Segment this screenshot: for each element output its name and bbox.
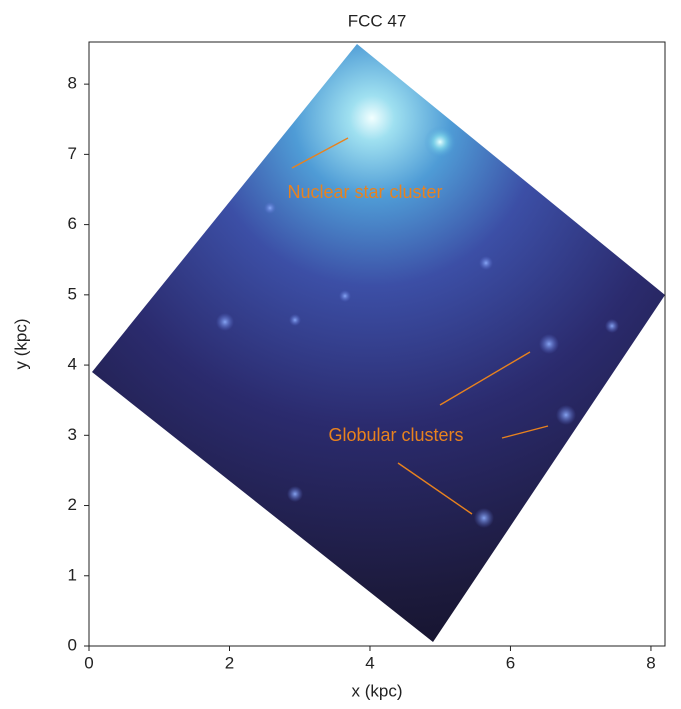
annotation: Globular clusters — [328, 425, 463, 445]
page: {"chart_data": {"type": "image", "title"… — [0, 0, 681, 709]
x-axis-label: x (kpc) — [352, 681, 403, 700]
y-tick-label: 1 — [68, 565, 77, 584]
x-tick-label: 8 — [646, 653, 655, 672]
image — [80, 40, 670, 650]
y-tick-label: 8 — [68, 74, 77, 93]
y-tick-label: 6 — [68, 214, 77, 233]
x-tick-label: 6 — [506, 653, 515, 672]
x-tick-label: 2 — [225, 653, 234, 672]
y-tick-label: 3 — [68, 425, 77, 444]
y-tick-label: 4 — [68, 355, 77, 374]
y-axis-label: y (kpc) — [11, 319, 30, 370]
annotation: Nuclear star cluster — [287, 182, 442, 202]
x-tick-label: 4 — [365, 653, 374, 672]
y-tick-label: 0 — [68, 635, 77, 654]
y-tick-label: 2 — [68, 495, 77, 514]
chart: Nuclear star cluster Globular clusters F… — [0, 0, 681, 709]
x-tick-label: 0 — [84, 653, 93, 672]
y-tick-label: 7 — [68, 144, 77, 163]
chart-title: FCC 47 — [348, 11, 407, 30]
y-tick-label: 5 — [68, 284, 77, 303]
